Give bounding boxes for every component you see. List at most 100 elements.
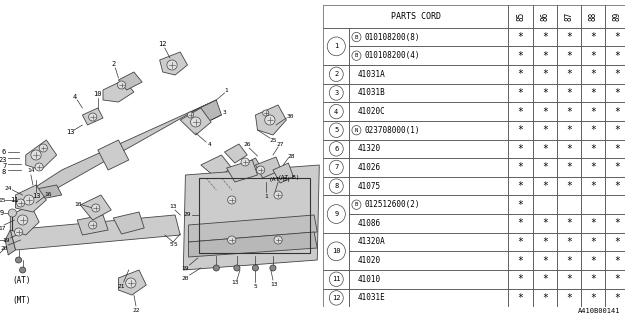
Text: 4: 4	[207, 141, 211, 147]
Text: *: *	[566, 293, 572, 303]
Bar	[508, 140, 532, 158]
Text: 22: 22	[132, 308, 140, 313]
Text: 86: 86	[540, 12, 549, 21]
Text: 85: 85	[516, 12, 525, 21]
Polygon shape	[159, 52, 188, 75]
Text: (AT): (AT)	[12, 276, 31, 284]
Text: 20: 20	[182, 276, 189, 281]
Circle shape	[234, 265, 240, 271]
Polygon shape	[201, 155, 232, 178]
Bar	[581, 270, 605, 289]
Bar	[323, 102, 349, 121]
Bar	[605, 102, 629, 121]
Bar	[323, 158, 349, 177]
Bar	[557, 65, 581, 84]
Circle shape	[31, 150, 41, 160]
Polygon shape	[189, 232, 317, 257]
Bar	[581, 46, 605, 65]
Text: 4: 4	[73, 94, 77, 100]
Text: 41031B: 41031B	[357, 88, 385, 98]
Text: 5: 5	[173, 243, 177, 247]
Text: *: *	[614, 88, 620, 98]
Text: *: *	[614, 181, 620, 191]
Bar	[605, 121, 629, 140]
Bar	[557, 251, 581, 270]
Text: *: *	[614, 125, 620, 135]
Bar	[508, 28, 532, 46]
Text: *: *	[542, 218, 548, 228]
Bar	[557, 270, 581, 289]
Bar	[323, 270, 349, 289]
Circle shape	[262, 110, 269, 116]
Text: 25: 25	[269, 138, 276, 142]
Circle shape	[265, 115, 275, 125]
Bar	[532, 177, 557, 196]
Text: *: *	[590, 274, 596, 284]
Text: 88: 88	[589, 12, 598, 21]
Text: *: *	[590, 88, 596, 98]
Text: 41020: 41020	[357, 256, 381, 265]
Bar	[557, 140, 581, 158]
Text: 8: 8	[334, 183, 339, 189]
Circle shape	[252, 265, 259, 271]
Text: 9: 9	[334, 211, 339, 217]
Text: *: *	[518, 107, 524, 116]
Bar	[557, 214, 581, 233]
Text: *: *	[542, 69, 548, 79]
Bar	[581, 121, 605, 140]
Text: 13: 13	[66, 129, 74, 135]
Text: 9: 9	[0, 210, 4, 216]
Circle shape	[228, 196, 236, 204]
Text: 23: 23	[0, 157, 7, 163]
Text: *: *	[566, 107, 572, 116]
Text: 41031A: 41031A	[357, 70, 385, 79]
Text: *: *	[590, 69, 596, 79]
Text: *: *	[614, 163, 620, 172]
Text: *: *	[566, 181, 572, 191]
Text: 2: 2	[111, 61, 115, 67]
Circle shape	[15, 228, 22, 236]
Text: 20: 20	[1, 245, 8, 251]
Text: 4: 4	[334, 108, 339, 115]
Bar	[508, 270, 532, 289]
Text: *: *	[518, 51, 524, 61]
Bar	[532, 270, 557, 289]
Bar	[581, 102, 605, 121]
Bar	[581, 28, 605, 46]
Text: 023708000(1): 023708000(1)	[365, 126, 420, 135]
Text: 11: 11	[10, 197, 19, 203]
Text: *: *	[614, 32, 620, 42]
Text: 3: 3	[223, 110, 227, 116]
Bar	[323, 65, 349, 84]
Text: 41075: 41075	[357, 182, 381, 191]
Text: 27: 27	[276, 141, 284, 147]
Text: *: *	[542, 51, 548, 61]
Bar	[323, 5, 508, 28]
Text: 3: 3	[334, 90, 339, 96]
Bar	[349, 251, 508, 270]
Text: 7: 7	[2, 163, 6, 169]
Polygon shape	[31, 100, 216, 200]
Text: *: *	[614, 293, 620, 303]
Text: 012512600(2): 012512600(2)	[365, 200, 420, 209]
Bar	[581, 158, 605, 177]
Circle shape	[88, 221, 97, 229]
Text: 41320: 41320	[357, 144, 381, 153]
Bar	[532, 28, 557, 46]
Bar	[532, 140, 557, 158]
Circle shape	[92, 204, 100, 212]
Bar	[605, 65, 629, 84]
Bar	[508, 214, 532, 233]
Bar	[557, 84, 581, 102]
Text: *: *	[518, 218, 524, 228]
Bar	[349, 270, 508, 289]
Text: *: *	[590, 293, 596, 303]
Text: 41320A: 41320A	[357, 237, 385, 246]
Text: 11: 11	[332, 276, 340, 282]
Polygon shape	[103, 80, 134, 102]
Bar	[557, 46, 581, 65]
Text: *: *	[590, 144, 596, 154]
Bar	[532, 196, 557, 214]
Bar	[605, 46, 629, 65]
Text: 5: 5	[253, 284, 257, 289]
